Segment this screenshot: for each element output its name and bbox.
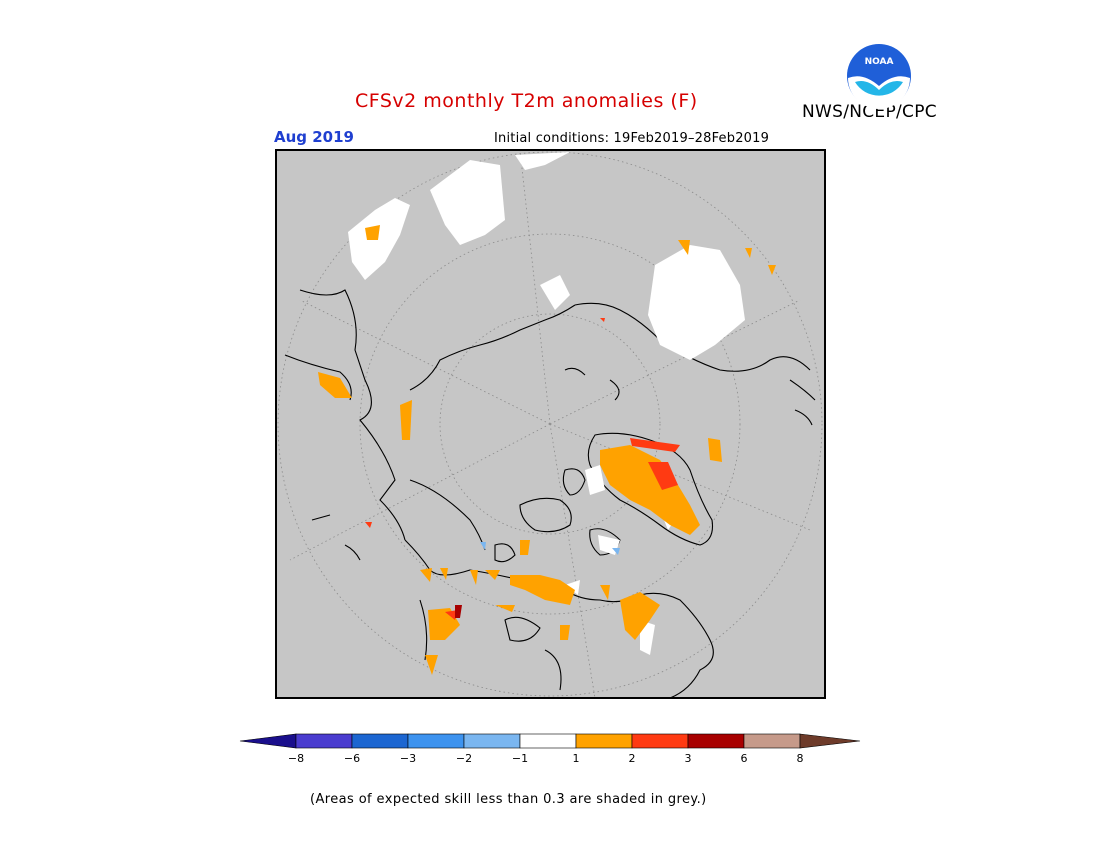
legend-arrow-high — [799, 733, 861, 749]
graticule — [277, 150, 823, 698]
legend-arrow-low — [239, 733, 297, 749]
legend-tick: −3 — [399, 752, 417, 765]
cool-anomaly-areas — [480, 542, 620, 555]
legend-tick: 2 — [628, 752, 636, 765]
legend-tick: 3 — [684, 752, 692, 765]
legend-box-8 — [687, 733, 745, 749]
warm-anomaly-areas — [318, 225, 776, 675]
legend-box-6 — [575, 733, 633, 749]
legend-tick: −8 — [287, 752, 305, 765]
legend-box-9 — [743, 733, 801, 749]
hot-anomaly-areas — [365, 318, 680, 620]
noaa-logo: NOAA — [847, 44, 911, 109]
map-title: CFSv2 monthly T2m anomalies (F) — [355, 90, 698, 112]
legend-tick: −1 — [511, 752, 529, 765]
legend-box-3 — [407, 733, 465, 749]
valid-month-label: Aug 2019 — [274, 128, 354, 146]
logo-text: NOAA — [865, 57, 894, 67]
legend-tick: 1 — [572, 752, 580, 765]
legend-box-1 — [295, 733, 353, 749]
legend-box-4 — [463, 733, 521, 749]
initial-conditions-label: Initial conditions: 19Feb2019–28Feb2019 — [494, 131, 770, 146]
legend-tick: 8 — [796, 752, 804, 765]
legend-tick: 6 — [740, 752, 748, 765]
agency-label: NWS/NCEP/CPC — [802, 102, 937, 122]
map-frame — [275, 149, 826, 699]
legend-tick: −6 — [343, 752, 361, 765]
legend-box-2 — [351, 733, 409, 749]
near-normal-areas — [348, 152, 745, 655]
legend-box-5 — [519, 733, 577, 749]
legend-tick: −2 — [455, 752, 473, 765]
extreme-anomaly-areas — [455, 605, 462, 618]
skill-footnote: (Areas of expected skill less than 0.3 a… — [310, 792, 707, 807]
legend-box-7 — [631, 733, 689, 749]
color-legend — [239, 733, 861, 749]
